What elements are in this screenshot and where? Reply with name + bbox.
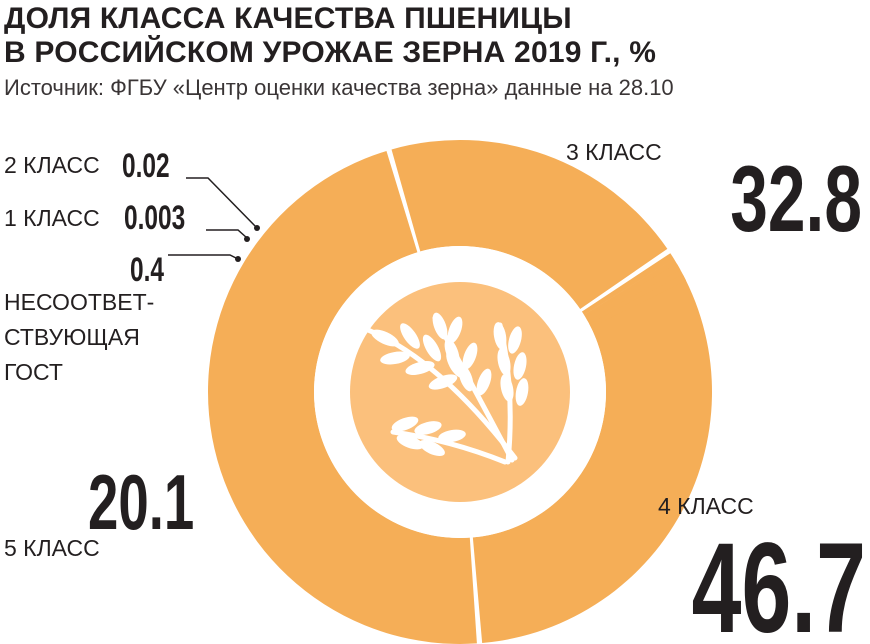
label-nonconform-line: НЕСООТВЕТ- [4,289,154,315]
value-nonconform: 0.4 [130,251,164,289]
value-4-class: 46.7 [692,517,866,644]
label-3-class: 3 КЛАСС [566,139,662,165]
label-1-class: 1 КЛАСС [4,205,100,231]
slice-2-class [589,274,687,328]
chart-subtitle: Источник: ФГБУ «Центр оценки качества зе… [4,75,674,100]
slice-4-class [207,150,477,644]
leader-dot-2-class [254,225,260,231]
wheat-ears-icon [365,312,529,465]
label-4-class: 4 КЛАСС [658,493,754,519]
leader-line-2-class [186,177,258,229]
leader-line-nonconform [168,254,239,260]
slice-3-class [472,258,712,644]
leader-line-1-class [206,229,248,239]
slice-5-class [391,140,668,310]
label-nonconform: НЕСООТВЕТ- СТВУЮЩАЯ ГОСТ [4,289,154,385]
value-5-class: 20.1 [88,459,194,546]
value-3-class: 32.8 [730,147,862,251]
label-nonconform-line: ГОСТ [4,359,63,385]
value-2-class: 0.02 [122,147,170,185]
leader-dots [235,225,260,262]
slice-nonconform [581,253,675,316]
leader-dot-1-class [244,236,250,242]
label-5-class: 5 КЛАСС [4,535,100,561]
leader-dot-nonconform [235,256,241,262]
slices-group [207,140,712,644]
label-2-class: 2 КЛАСС [4,152,100,178]
value-1-class: 0.003 [124,199,185,237]
slice-1-class [585,263,681,322]
label-nonconform-line: СТВУЮЩАЯ [4,324,140,350]
chart-title: ДОЛЯ КЛАССА КАЧЕСТВА ПШЕНИЦЫ В РОССИЙСКО… [4,2,657,69]
